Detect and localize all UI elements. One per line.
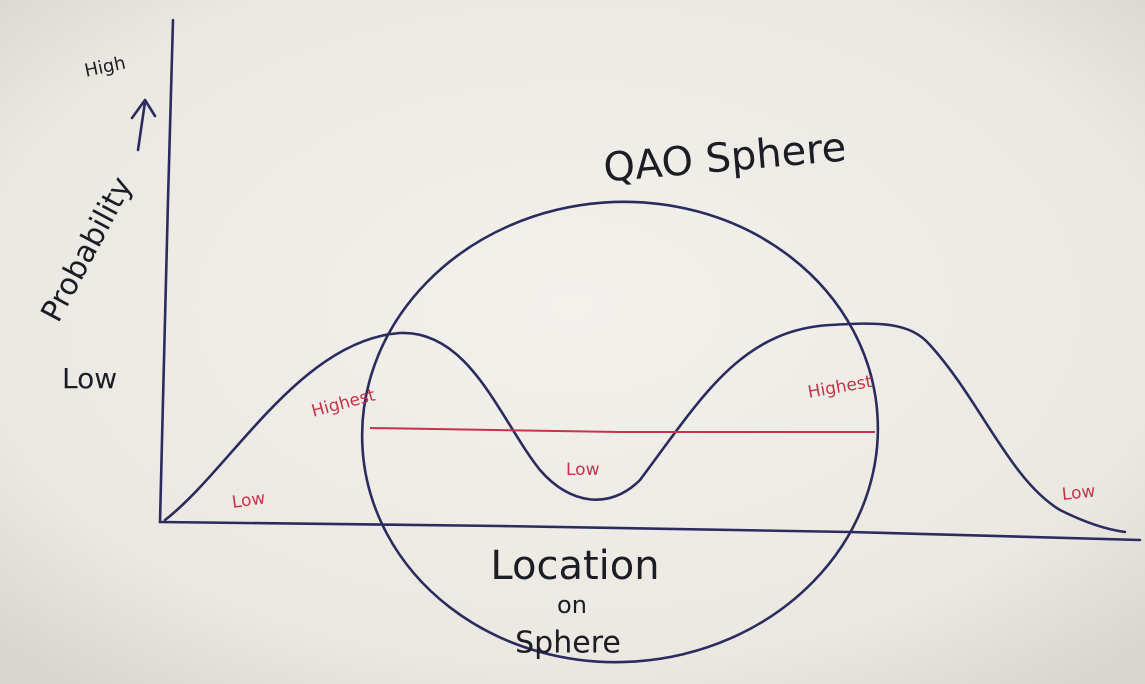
y-arrow: [130, 98, 157, 152]
y-axis: [158, 18, 175, 524]
curve-label: Low: [566, 460, 600, 480]
x-axis: [158, 520, 1142, 542]
threshold-line: [369, 427, 875, 433]
probability-curve: [163, 322, 1127, 534]
sphere-circle: [360, 200, 880, 664]
curve-label: Low: [1061, 482, 1096, 505]
x-axis-label: on: [557, 591, 587, 619]
x-axis-label: Location: [490, 543, 659, 589]
curve-label: Low: [231, 488, 267, 512]
x-axis-label: Sphere: [515, 626, 621, 661]
y-low-label: Low: [62, 362, 117, 395]
